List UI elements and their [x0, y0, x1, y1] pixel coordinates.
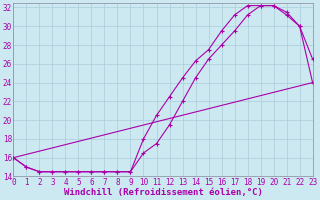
X-axis label: Windchill (Refroidissement éolien,°C): Windchill (Refroidissement éolien,°C) — [64, 188, 262, 197]
